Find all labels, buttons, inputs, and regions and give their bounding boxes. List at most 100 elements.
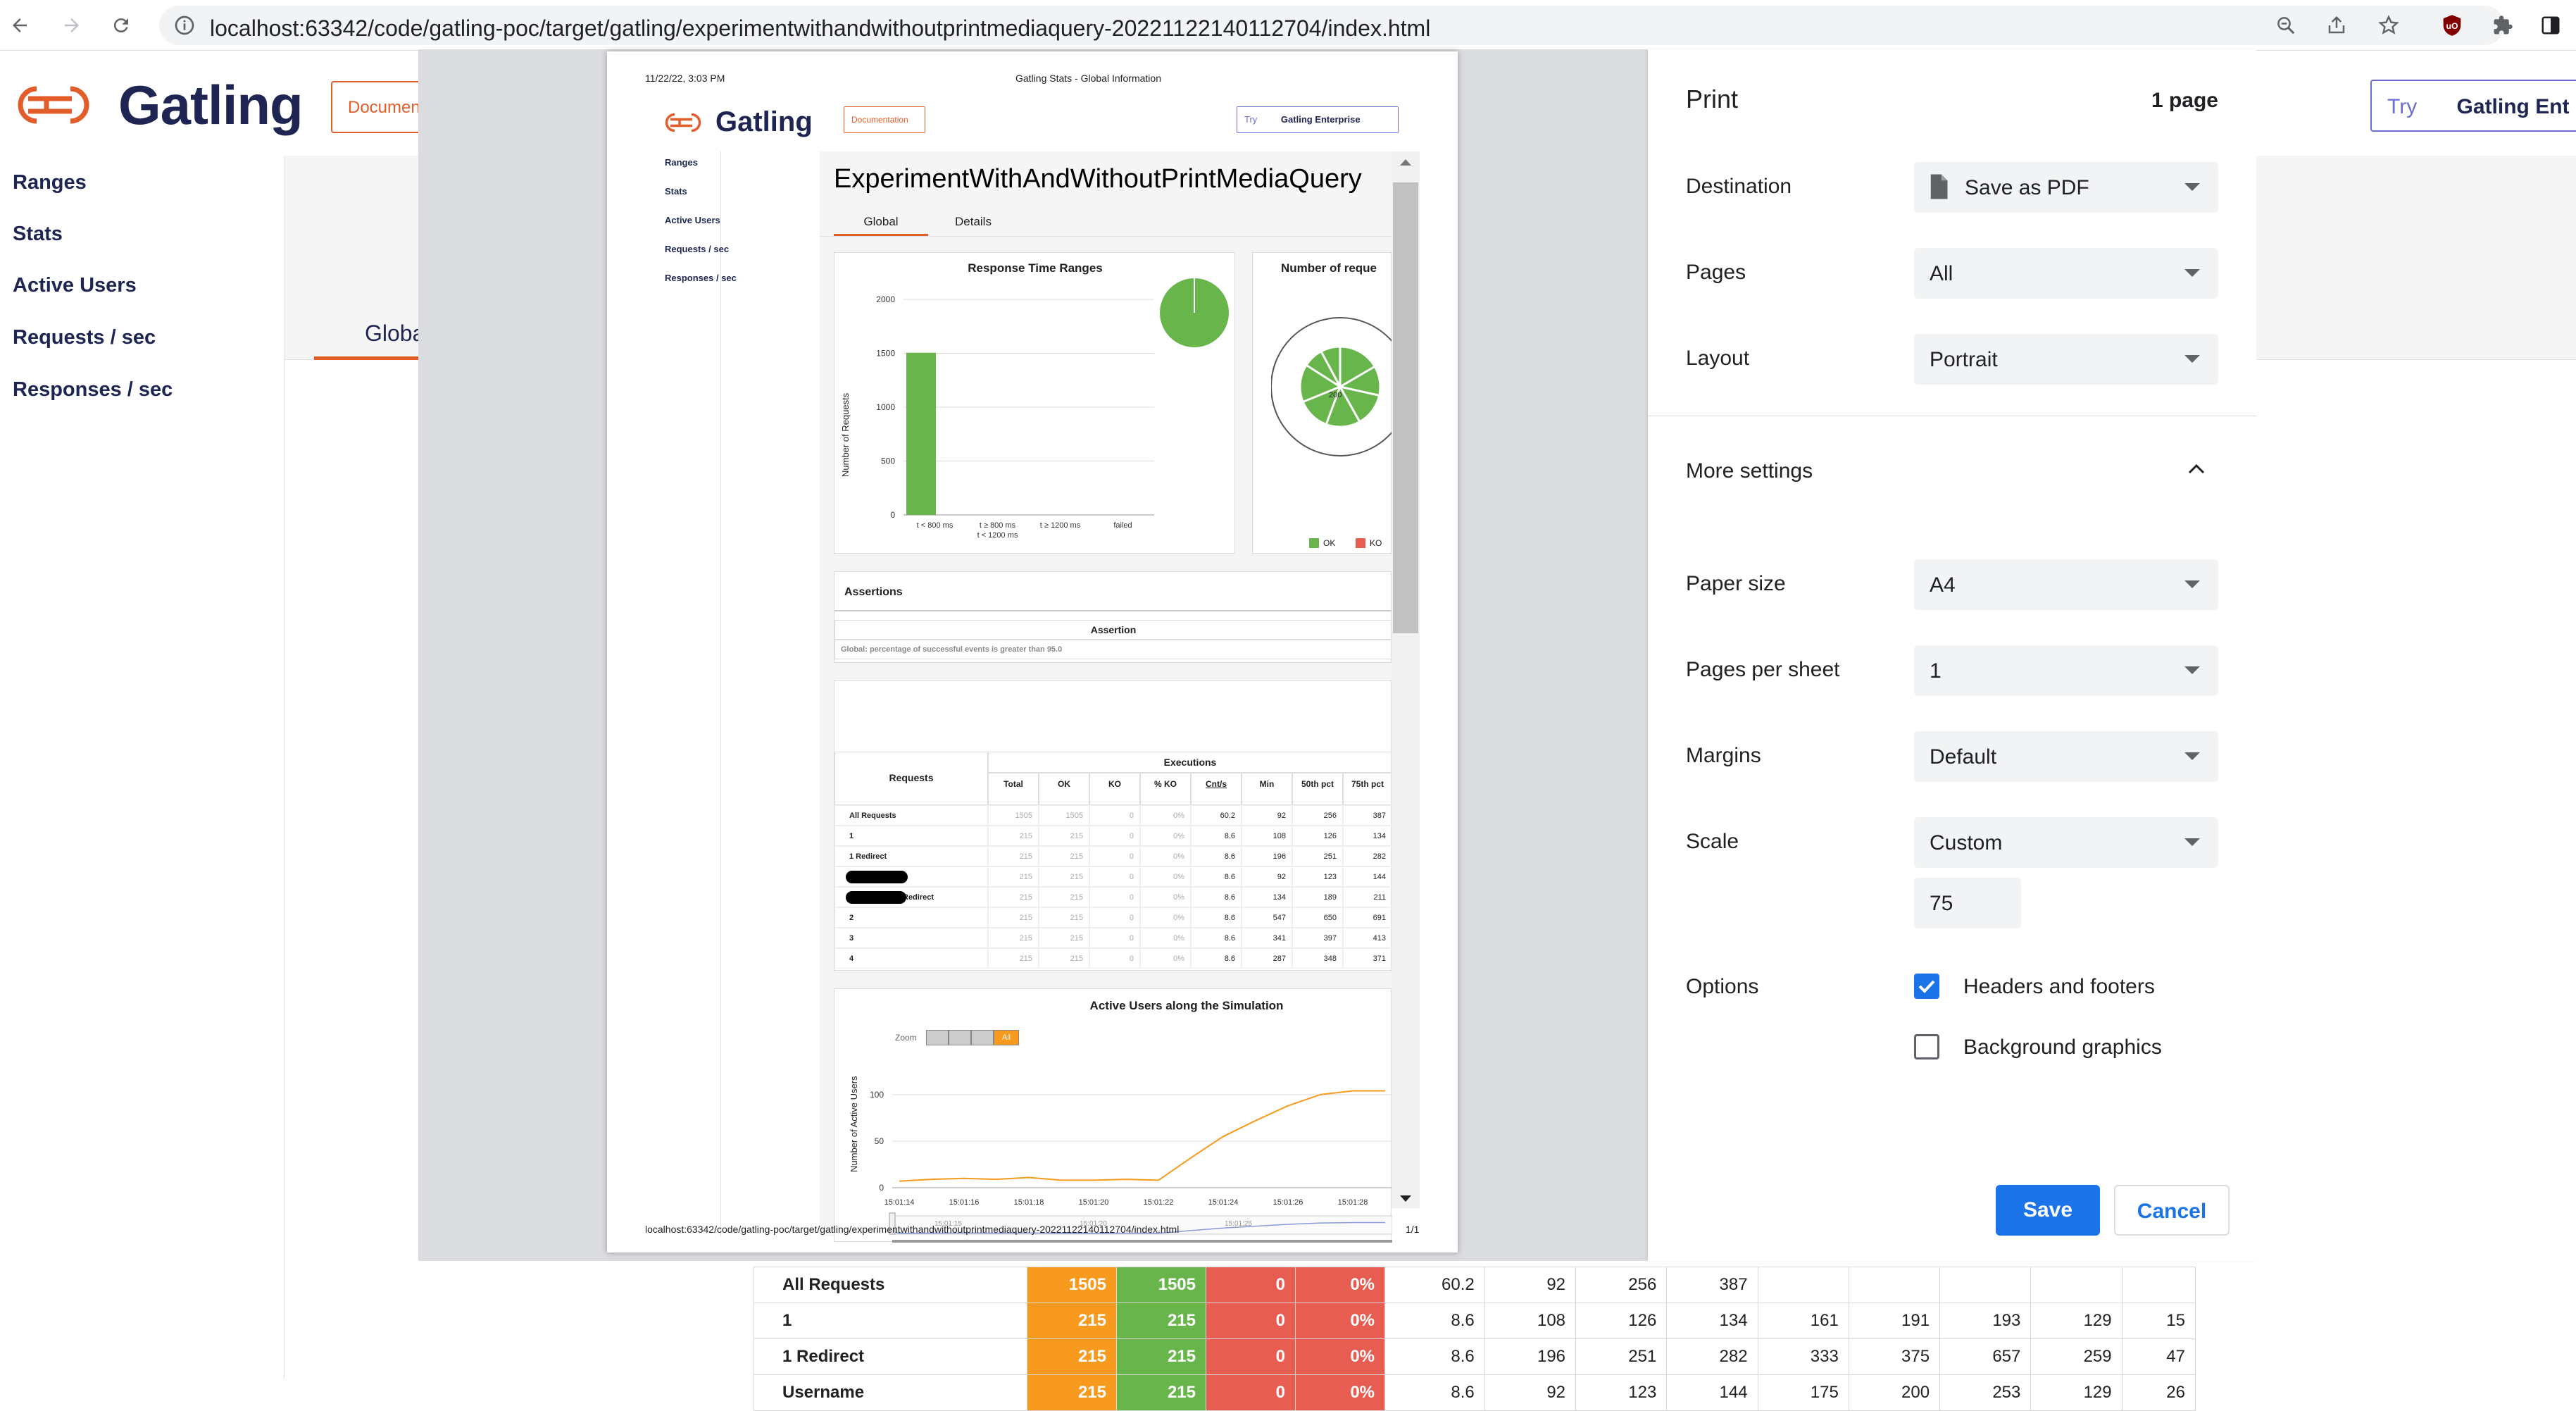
stats-col-header: Total [988,773,1039,805]
x-tick-label: failed [1113,521,1132,530]
back-arrow-icon[interactable] [1,7,38,44]
row-name[interactable]: Username [754,1374,1027,1411]
navigator-line [892,1222,1385,1234]
y-tick-label: 1500 [876,349,895,359]
preview-sidebar-ranges: Ranges [665,157,698,168]
y-tick-label: 0 [890,510,895,520]
background-graphics-label[interactable]: Background graphics [1963,1036,2162,1059]
stats-cell: 1505 [1039,805,1089,826]
headers-footers-label[interactable]: Headers and footers [1963,975,2155,998]
table-cell: 8.6 [1384,1338,1485,1375]
table-cell: 92 [1484,1267,1577,1303]
table-cell: 200 [1848,1374,1941,1411]
stats-cell: 215 [1039,826,1089,846]
gatling-logo[interactable]: Gatling [14,74,304,136]
stats-cell: 215 [988,887,1039,907]
side-panel-icon[interactable] [2532,7,2569,44]
table-cell [1757,1267,1849,1303]
sidebar-item-requests-sec[interactable]: Requests / sec [13,326,156,349]
preview-report-title: ExperimentWithAndWithoutPrintMediaQuery [834,164,1362,194]
stats-cell: 215 [988,928,1039,948]
stats-table: All Requests 1505 1505 0 0% 60.2 92 256 387 1 215 2… [754,1267,2196,1411]
stats-cell: 108 [1242,826,1292,846]
active-users-line [899,1090,1385,1182]
preview-sidebar-responses-sec: Responses / sec [665,273,737,283]
zoom-button-2 [949,1030,971,1045]
margins-select[interactable]: Default [1914,731,2218,782]
stats-cell: 0% [1140,907,1191,928]
zoom-all-button: All [994,1030,1019,1045]
row-name[interactable]: All Requests [754,1267,1027,1303]
x-tick-label: t ≥ 800 ms [980,521,1016,530]
assertions-panel: Assertions Assertion Global: percentage … [834,571,1392,663]
bookmark-star-icon[interactable] [2370,7,2407,44]
url-text[interactable]: localhost:63342/code/gatling-poc/target/… [210,15,1431,41]
navigator-tick: 15:01:25 [1225,1220,1252,1228]
chevron-down-icon [2184,355,2200,363]
stats-cell: 0% [1140,846,1191,866]
stats-cell: 0 [1089,887,1140,907]
paper-size-value: A4 [1930,573,1956,597]
scroll-up-arrow-icon[interactable] [1399,157,1413,167]
row-name[interactable]: 1 [754,1303,1027,1339]
reload-icon[interactable] [103,7,139,44]
table-cell [2121,1267,2196,1303]
stats-cell: 189 [1292,887,1343,907]
cancel-button[interactable]: Cancel [2114,1185,2230,1236]
table-cell: 15 [2121,1303,2196,1339]
background-graphics-checkbox[interactable] [1914,1034,1939,1059]
scale-select[interactable]: Custom [1914,817,2218,868]
scroll-down-arrow-icon[interactable] [1399,1194,1413,1204]
forward-arrow-icon[interactable] [54,7,90,44]
share-icon[interactable] [2318,7,2355,44]
table-cell: 387 [1666,1267,1758,1303]
row-name[interactable]: 1 Redirect [754,1338,1027,1375]
chevron-up-icon[interactable] [2187,462,2206,475]
address-bar[interactable]: localhost:63342/code/gatling-poc/target/… [159,6,2504,45]
documentation-button[interactable]: Documen [331,81,424,133]
stats-cell: 0% [1140,948,1191,969]
paper-size-select[interactable]: A4 [1914,559,2218,610]
stats-col-header: 50th pct [1292,773,1343,805]
scale-input[interactable]: 75 [1914,878,2021,928]
table-cell: 196 [1484,1338,1577,1375]
table-cell: 1505 [1027,1267,1117,1303]
table-cell: 144 [1666,1374,1758,1411]
ublock-extension-icon[interactable]: uO [2434,7,2470,44]
table-row: 1 215 215 0 0% 8.6 108 126 134 161 191 193 129 15 [754,1303,2196,1339]
sidebar-item-responses-sec[interactable]: Responses / sec [13,378,173,401]
stats-cell: 397 [1292,928,1343,948]
number-of-requests-title: Number of reque [1281,261,1377,275]
document-icon [1930,174,1948,199]
try-enterprise-button[interactable]: Try Gatling Ent [2370,80,2576,132]
stats-cell: 256 [1292,805,1343,826]
table-cell [2030,1267,2122,1303]
table-cell: 191 [1848,1303,1941,1339]
destination-select[interactable]: Save as PDF [1914,162,2218,213]
preview-scrollbar-thumb[interactable] [1393,182,1418,633]
zoom-icon[interactable] [2268,7,2304,44]
stats-requests-header: Requests [834,752,988,805]
tab-global[interactable]: Globa [314,306,441,360]
extensions-puzzle-icon[interactable] [2484,7,2521,44]
stats-cell: 0% [1140,805,1191,826]
site-info-icon[interactable] [173,14,196,40]
response-time-panel: Response Time Ranges Number of Requests … [834,252,1235,554]
pages-select[interactable]: All [1914,248,2218,299]
preview-header-date: 11/22/22, 3:03 PM [645,73,725,84]
sidebar-item-ranges[interactable]: Ranges [13,171,87,194]
preview-gatling-logo-icon [665,113,701,132]
save-button[interactable]: Save [1996,1185,2100,1236]
stats-cell: 215 [1039,887,1089,907]
pages-per-sheet-select[interactable]: 1 [1914,645,2218,696]
headers-footers-checkbox[interactable] [1914,974,1939,999]
preview-try-label: Try [1244,114,1258,125]
layout-select[interactable]: Portrait [1914,334,2218,385]
table-cell: 8.6 [1384,1303,1485,1339]
more-settings-toggle[interactable]: More settings [1686,459,1813,483]
sidebar-item-active-users[interactable]: Active Users [13,274,137,297]
scale-value: Custom [1930,831,2003,854]
sidebar-item-stats[interactable]: Stats [13,223,63,245]
stats-row-name: 4 [834,948,988,969]
destination-label: Destination [1686,175,1792,198]
